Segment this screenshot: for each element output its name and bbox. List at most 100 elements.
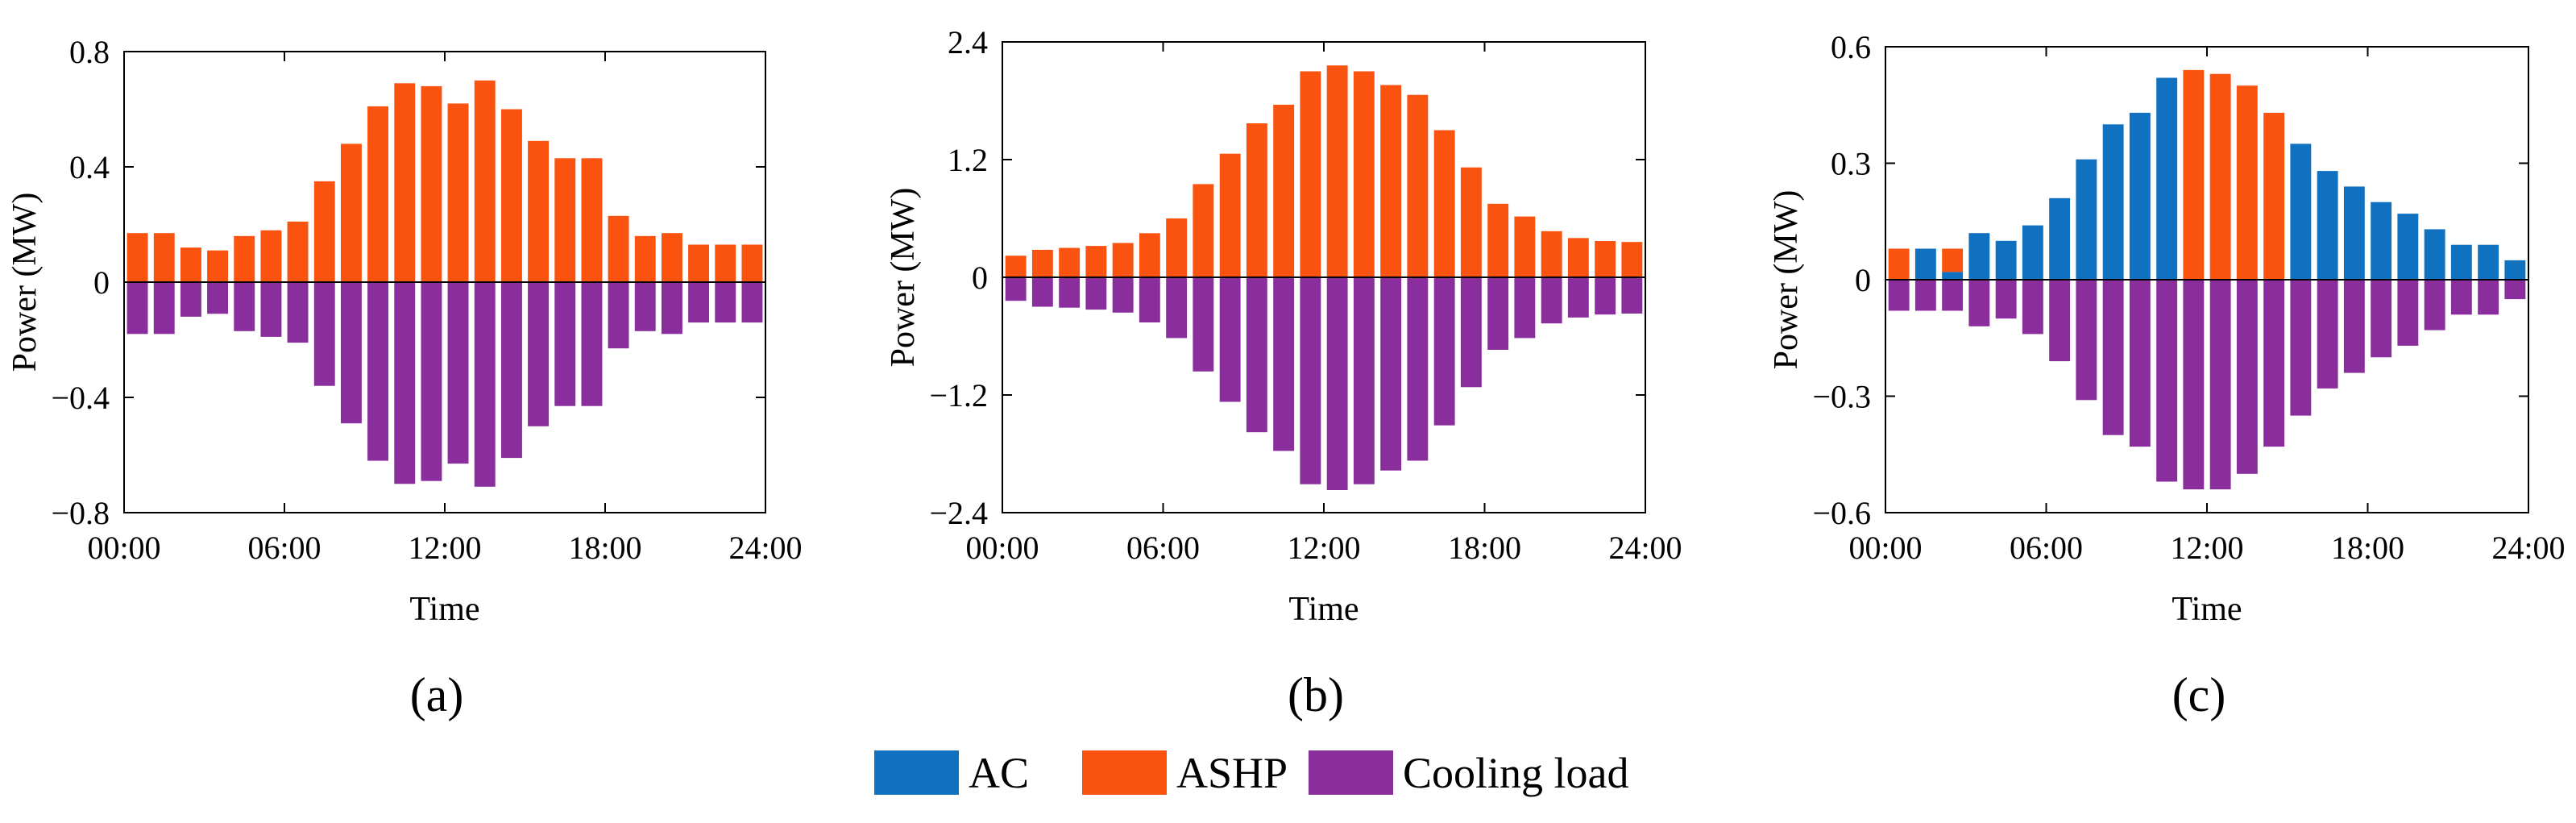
bar-cooling-load-7 [2049, 280, 2071, 362]
bar-cooling-load-16 [1407, 277, 1429, 461]
bar-cooling-load-24 [2504, 280, 2526, 300]
bar-cooling-load-19 [1487, 277, 1509, 350]
y-axis-label: Power (MW) [885, 188, 922, 368]
bar-cooling-load-8 [313, 282, 335, 386]
bar-ac-20 [2397, 214, 2419, 280]
bar-ashp-10 [367, 106, 388, 282]
bar-ashp-9 [341, 143, 362, 282]
bar-ashp-8 [313, 181, 335, 282]
bar-cooling-load-6 [1139, 277, 1160, 322]
x-tick-label: 06:00 [2010, 530, 2083, 566]
bar-ashp-22 [688, 244, 709, 282]
y-tick-label: 0.6 [1831, 29, 1871, 65]
bar-ashp-14 [1353, 71, 1375, 277]
bar-cooling-load-8 [2076, 280, 2097, 401]
bar-cooling-load-6 [2022, 280, 2043, 335]
bar-cooling-load-13 [2209, 280, 2231, 490]
bar-ac-7 [2049, 197, 2071, 280]
bar-ashp-17 [554, 158, 576, 282]
bar-cooling-load-1 [127, 282, 148, 335]
bar-cooling-load-1 [1888, 280, 1910, 311]
bar-cooling-load-18 [581, 282, 603, 406]
bar-ac-5 [1995, 240, 2017, 280]
bar-ac-11 [2156, 77, 2178, 280]
bar-ashp-18 [581, 158, 603, 282]
y-tick-label: −0.8 [51, 495, 110, 531]
bar-ashp-21 [1541, 231, 1562, 277]
x-tick-label: 12:00 [408, 530, 481, 566]
bar-ashp-7 [1166, 218, 1188, 277]
bar-cooling-load-9 [2102, 280, 2124, 435]
bar-ashp-16 [528, 140, 549, 282]
bar-cooling-load-14 [474, 282, 496, 487]
bar-ac-2 [1914, 248, 1936, 280]
bar-cooling-load-22 [2450, 280, 2472, 315]
y-tick-label: 0.3 [1831, 146, 1871, 182]
chart-panel-b: −2.4 −1.2 0 1.2 2.4 00:00 06:00 12:00 18:00 24:00… [885, 24, 1682, 721]
bar-cooling-load-3 [1059, 277, 1081, 308]
bar-cooling-load-4 [207, 282, 228, 314]
bar-ashp-19 [608, 215, 629, 282]
x-axis-label: Time [2172, 591, 2242, 628]
bar-ac-6 [2022, 225, 2043, 280]
legend-swatch-cooling-load [1309, 750, 1393, 795]
panel-label: (c) [2172, 668, 2226, 721]
bar-ac-3 [1942, 272, 1964, 280]
x-tick-label: 00:00 [87, 530, 160, 566]
x-tick-label: 00:00 [965, 530, 1039, 566]
bar-ashp-13 [447, 103, 469, 282]
bar-cooling-load-15 [501, 282, 522, 459]
bar-ashp-16 [1407, 94, 1429, 277]
bar-ashp-7 [287, 221, 309, 282]
y-tick-label: 0.4 [69, 149, 110, 185]
bar-cooling-load-7 [1166, 277, 1188, 339]
bar-ashp-12 [2183, 69, 2205, 281]
bar-ac-4 [1968, 233, 1990, 280]
x-tick-label: 24:00 [1608, 530, 1682, 566]
y-tick-label: 0 [93, 264, 110, 301]
bar-cooling-load-12 [2183, 280, 2205, 490]
x-tick-label: 12:00 [2170, 530, 2243, 566]
bar-cooling-load-5 [1995, 280, 2017, 319]
bar-ac-21 [2424, 229, 2445, 280]
legend-label-ashp: ASHP [1176, 749, 1288, 797]
bar-cooling-load-10 [2129, 280, 2151, 447]
panel-label: (a) [410, 668, 464, 721]
y-tick-label: 2.4 [948, 24, 988, 60]
bar-ashp-6 [260, 230, 282, 282]
panel-label: (b) [1288, 668, 1344, 721]
bar-cooling-load-11 [1273, 277, 1295, 451]
bar-ashp-2 [1031, 249, 1053, 277]
bar-ashp-3 [180, 247, 201, 282]
bar-ashp-3 [1059, 247, 1081, 277]
x-tick-label: 18:00 [568, 530, 641, 566]
bar-ac-19 [2371, 202, 2392, 280]
chart-panel-a: −0.8 −0.4 0 0.4 0.8 00:00 06:00 12:00 18:00 24:00… [6, 34, 803, 721]
bar-cooling-load-18 [2343, 280, 2365, 373]
bar-cooling-load-14 [1353, 277, 1375, 484]
bar-cooling-load-3 [180, 282, 201, 317]
bar-cooling-load-8 [1193, 277, 1214, 372]
bar-ashp-5 [1112, 243, 1134, 277]
bar-cooling-load-11 [2156, 280, 2178, 482]
chart-panel-c: −0.6 −0.3 0 0.3 0.6 00:00 06:00 12:00 18:00 24:00… [1768, 29, 2566, 721]
bar-ashp-11 [394, 83, 416, 282]
bar-cooling-load-12 [1300, 277, 1321, 484]
y-tick-label: −1.2 [929, 377, 988, 414]
bar-cooling-load-17 [1433, 277, 1455, 426]
bar-cooling-load-2 [1031, 277, 1053, 307]
bar-ashp-1 [127, 233, 148, 282]
y-tick-label: 0 [972, 260, 988, 296]
bar-ashp-24 [741, 244, 763, 282]
bar-ashp-5 [234, 235, 255, 282]
bar-ashp-23 [1595, 241, 1616, 277]
y-tick-label: −0.4 [51, 380, 110, 416]
bar-cooling-load-4 [1968, 280, 1990, 326]
y-tick-label: −0.3 [1812, 379, 1871, 415]
bar-cooling-load-6 [260, 282, 282, 337]
bar-ac-9 [2102, 124, 2124, 280]
bar-ashp-11 [1273, 104, 1295, 277]
bar-cooling-load-17 [554, 282, 576, 406]
bar-ashp-12 [421, 85, 442, 283]
bar-cooling-load-20 [1514, 277, 1536, 339]
